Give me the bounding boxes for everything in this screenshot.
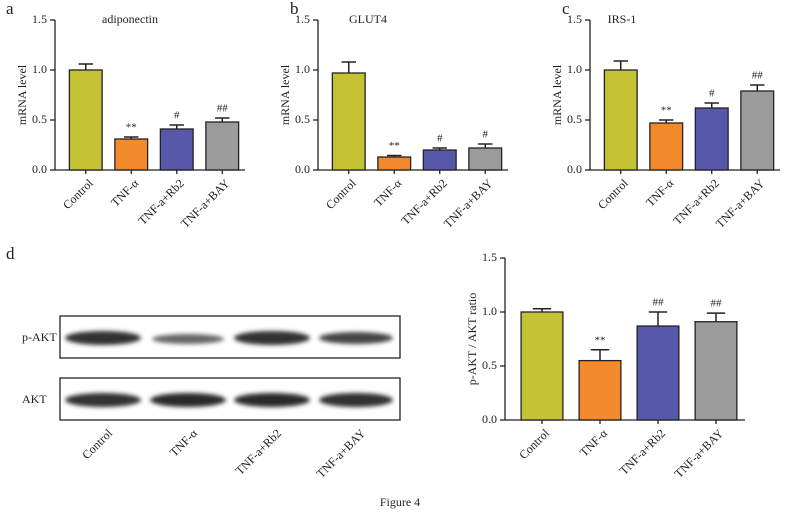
y-tick-label: 1.5 <box>32 12 47 26</box>
bar <box>649 122 684 171</box>
chart-title: IRS-1 <box>608 12 637 26</box>
significance-mark: ** <box>389 140 400 152</box>
y-tick-label: 0.5 <box>482 358 497 372</box>
y-tick-label: 0.5 <box>567 112 582 126</box>
significance-mark: ** <box>595 334 606 346</box>
bar <box>205 121 240 171</box>
x-tick-label: TNF-a+Rb2 <box>617 426 668 477</box>
x-tick-label: TNF-a+BAY <box>441 176 496 231</box>
y-tick-label: 1.0 <box>482 304 497 318</box>
y-axis-label: p-AKT / AKT ratio <box>465 293 479 386</box>
bar <box>331 72 366 171</box>
y-tick-label: 1.0 <box>32 62 47 76</box>
x-tick-label: TNF-α <box>371 176 405 210</box>
blot-lane-label: Control <box>79 426 115 462</box>
y-axis-label: mRNA level <box>15 64 29 125</box>
bar <box>377 156 412 171</box>
panel-letter: b <box>290 0 299 18</box>
bar <box>578 359 622 421</box>
x-tick-label: TNF-a+BAY <box>178 176 233 231</box>
blot-bands <box>65 331 393 407</box>
bar <box>520 311 564 421</box>
significance-mark: # <box>174 110 180 122</box>
y-tick-label: 0.0 <box>32 162 47 176</box>
x-tick-label: Control <box>595 176 631 212</box>
panel-letter: a <box>6 0 14 18</box>
x-tick-label: Control <box>60 176 96 212</box>
significance-mark: ** <box>661 105 672 117</box>
bar <box>694 321 738 421</box>
blot-row-label: p-AKT <box>22 330 57 344</box>
bar <box>740 90 775 171</box>
bar <box>114 138 149 171</box>
chart-title: GLUT4 <box>349 12 387 26</box>
y-axis-label: mRNA level <box>278 64 292 125</box>
chart-title: adiponectin <box>102 12 158 26</box>
x-tick-label: Control <box>516 426 552 462</box>
bar <box>159 128 194 171</box>
bar <box>468 147 503 171</box>
panel-letter: c <box>562 0 570 18</box>
x-tick-label: TNF-α <box>577 426 611 460</box>
y-tick-label: 1.5 <box>482 250 497 264</box>
x-tick-label: TNF-a+BAY <box>713 176 768 231</box>
x-tick-label: Control <box>323 176 359 212</box>
blot-lane-label: TNF-a+BAY <box>314 426 369 481</box>
bar <box>603 69 638 171</box>
y-tick-label: 1.5 <box>567 12 582 26</box>
significance-mark: ** <box>126 122 137 134</box>
significance-mark: ## <box>711 298 723 310</box>
blot-lane-label: TNF-α <box>167 426 201 460</box>
significance-mark: # <box>709 88 715 100</box>
y-tick-label: 1.5 <box>295 12 310 26</box>
bar <box>636 325 680 421</box>
significance-mark: ## <box>653 297 665 309</box>
x-tick-label: TNF-α <box>108 176 142 210</box>
bar <box>694 107 729 171</box>
x-tick-label: TNF-α <box>643 176 677 210</box>
bar <box>422 149 457 171</box>
y-tick-label: 0.5 <box>32 112 47 126</box>
y-tick-label: 0.0 <box>567 162 582 176</box>
y-tick-label: 1.0 <box>567 62 582 76</box>
significance-mark: # <box>437 133 443 145</box>
y-tick-label: 0.0 <box>295 162 310 176</box>
blot-lane-label: TNF-a+Rb2 <box>233 426 284 477</box>
significance-mark: ## <box>752 70 764 82</box>
significance-mark: # <box>483 129 489 141</box>
figure-caption: Figure 4 <box>380 495 420 509</box>
y-axis-label: mRNA level <box>550 64 564 125</box>
x-tick-label: TNF-a+BAY <box>672 426 727 481</box>
bar <box>68 69 103 171</box>
blot-row-label: AKT <box>22 392 47 406</box>
significance-mark: ## <box>217 103 229 115</box>
y-tick-label: 0.0 <box>482 412 497 426</box>
panel-letter: d <box>6 244 15 263</box>
y-tick-label: 1.0 <box>295 62 310 76</box>
y-tick-label: 0.5 <box>295 112 310 126</box>
